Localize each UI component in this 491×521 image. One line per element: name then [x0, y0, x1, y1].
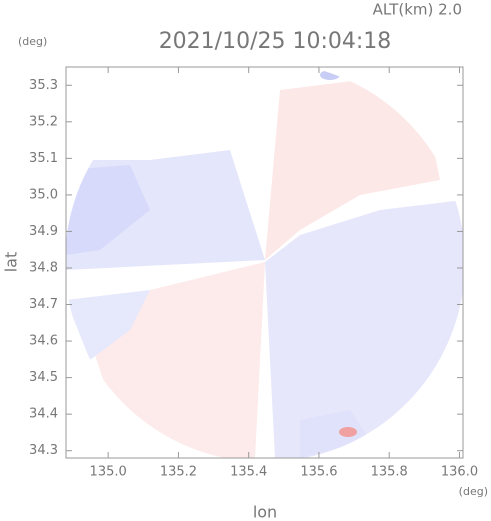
x-unit: (deg)	[459, 485, 488, 498]
x-tick-label: 135.2	[160, 465, 197, 480]
radar-field	[66, 67, 463, 458]
y-tick-label: 34.5	[29, 370, 58, 385]
y-tick-label: 34.8	[29, 260, 58, 275]
y-axis-label: lat	[2, 252, 21, 273]
x-tick-label: 135.8	[371, 465, 408, 480]
x-tick-label: 136.0	[441, 465, 478, 480]
y-tick-label: 34.7	[29, 297, 58, 312]
chart-title: 2021/10/25 10:04:18	[159, 29, 392, 54]
y-tick-label: 35.3	[29, 78, 58, 93]
x-tick-label: 135.0	[90, 465, 127, 480]
x-axis-label: lon	[253, 503, 277, 521]
y-tick-label: 34.6	[29, 334, 58, 349]
altitude-label: ALT(km) 2.0	[373, 1, 462, 19]
y-tick-label: 34.4	[29, 407, 58, 422]
y-tick-label: 35.1	[29, 151, 58, 166]
x-tick-label: 135.6	[300, 465, 337, 480]
y-tick-label: 35.2	[29, 114, 58, 129]
y-tick-label: 34.3	[29, 443, 58, 458]
y-tick-label: 35.0	[29, 187, 58, 202]
y-tick-label: 34.9	[29, 224, 58, 239]
plot-frame	[65, 66, 464, 459]
x-tick-label: 135.4	[230, 465, 267, 480]
y-unit: (deg)	[18, 35, 47, 48]
